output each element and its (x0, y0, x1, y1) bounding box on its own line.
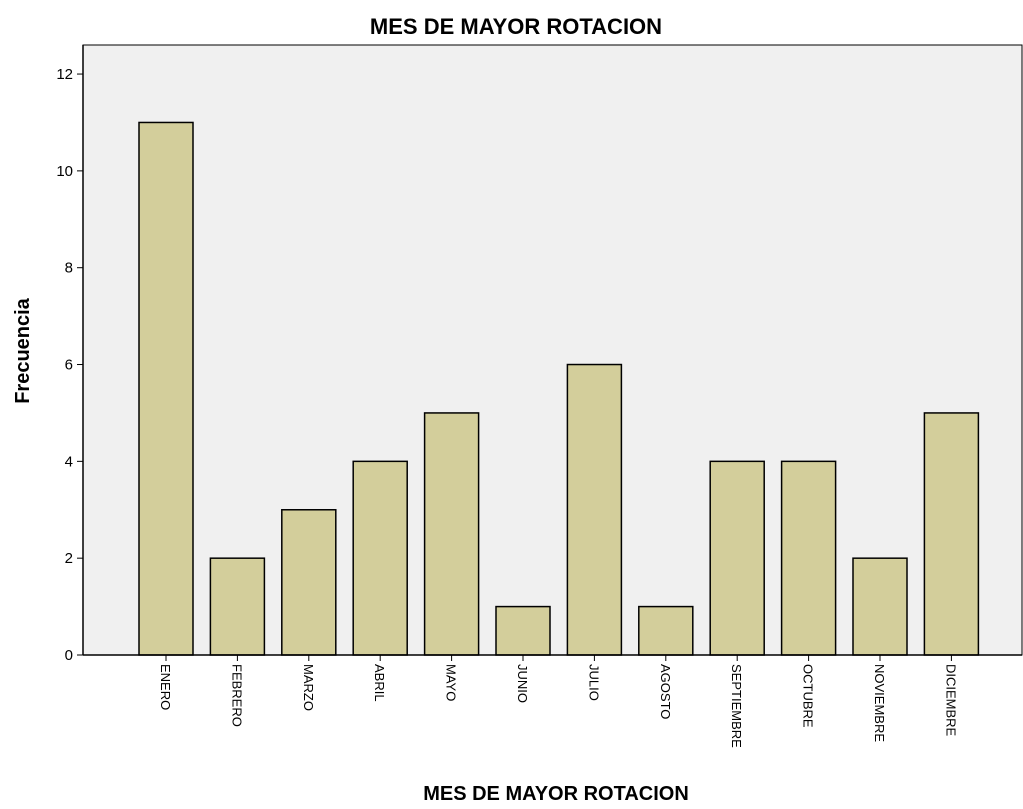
x-tick-label: MARZO (301, 664, 316, 711)
x-tick-label: NOVIEMBRE (872, 664, 887, 742)
y-tick-label: 8 (65, 260, 73, 277)
bar-febrero (209, 557, 266, 656)
bar-octubre (780, 460, 837, 656)
bar-noviembre (852, 557, 908, 656)
x-tick-label: MAYO (444, 664, 459, 701)
x-tick-label: AGOSTO (658, 664, 673, 719)
x-tick-label: FEBRERO (229, 664, 244, 727)
x-tick-label: JULIO (586, 664, 601, 701)
x-axis-label: MES DE MAYOR ROTACION (423, 783, 689, 805)
x-tick-label: ENERO (158, 664, 173, 710)
y-tick-label: 0 (65, 647, 73, 664)
chart-title: MES DE MAYOR ROTACION (370, 14, 662, 39)
plot-area (82, 44, 1023, 656)
y-axis: 0 2 4 6 8 10 12 (56, 66, 83, 664)
bar-diciembre (923, 412, 980, 656)
x-tick-label: OCTUBRE (801, 664, 816, 728)
x-tick-label: JUNIO (515, 664, 530, 703)
x-axis: ENERO FEBRERO MARZO ABRIL MAYO JUNIO JULIO AGOS… (158, 655, 958, 748)
bar-septiembre (709, 460, 765, 656)
y-tick-label: 10 (56, 163, 73, 180)
y-tick-label: 4 (65, 453, 73, 470)
y-tick-label: 6 (65, 357, 73, 374)
bar-marzo (281, 509, 337, 656)
bar-abril (352, 460, 408, 656)
x-tick-label: ABRIL (372, 664, 387, 702)
y-tick-label: 2 (65, 550, 73, 567)
bar-agosto (638, 605, 694, 656)
bars-group (138, 121, 980, 656)
bar-junio (495, 605, 551, 656)
x-tick-label: SEPTIEMBRE (729, 664, 744, 748)
bar-enero (138, 121, 194, 656)
x-tick-label: DICIEMBRE (943, 664, 958, 737)
y-tick-label: 12 (56, 66, 73, 83)
bar-julio (566, 363, 623, 656)
y-axis-label: Frecuencia (12, 297, 34, 403)
bar-mayo (423, 412, 480, 656)
